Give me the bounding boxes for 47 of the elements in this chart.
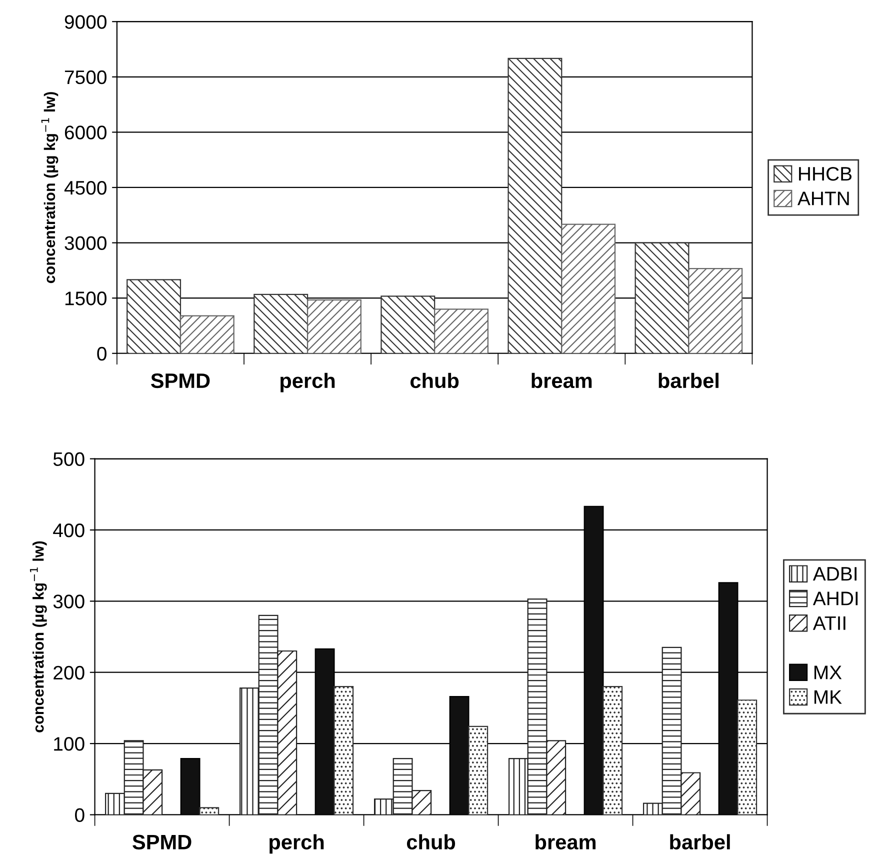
y-tick-label: 4500	[64, 180, 106, 195]
y-tick-label: 400	[53, 523, 84, 538]
y-tick-label: 3000	[64, 236, 106, 250]
bar	[737, 700, 758, 815]
bar	[126, 279, 182, 354]
y-tick-label: 0	[75, 808, 84, 822]
bar	[254, 294, 308, 354]
x-tick-label: barbel	[658, 372, 718, 388]
y-tick-label: 100	[54, 737, 84, 751]
legend-label: ATII	[812, 616, 846, 630]
legend-label: AHTN	[797, 192, 849, 206]
bar	[334, 686, 354, 815]
bar	[468, 726, 488, 815]
y-axis-title: concentration (µg kg$^{−1}$ lw)	[41, 92, 58, 284]
y-tick-label: 200	[54, 666, 84, 680]
bar	[180, 315, 234, 354]
y-tick-label: 6000	[64, 126, 106, 140]
bar	[434, 308, 488, 354]
x-tick-label: perch	[270, 834, 324, 854]
legend-label: ADBI	[812, 567, 856, 581]
bar	[508, 58, 562, 354]
bar	[634, 242, 690, 354]
x-tick-label: bream	[536, 834, 596, 850]
x-tick-label: bream	[532, 372, 592, 388]
y-tick-label: 300	[53, 594, 84, 608]
legend-label: MX	[814, 666, 842, 680]
bar	[688, 268, 743, 354]
x-tick-label: SPMD	[132, 834, 192, 850]
y-tick-label: 7500	[64, 70, 106, 84]
legend-label: AHDI	[812, 592, 858, 606]
y-tick-label: 9000	[64, 15, 106, 29]
y-axis-title: concentration (µg kg$^{−1}$ lw)	[30, 541, 47, 732]
x-tick-label: barbel	[670, 834, 730, 850]
legend-label: HHCB	[799, 166, 852, 181]
legend-label: MK	[814, 690, 842, 704]
x-tick-label: perch	[280, 372, 335, 392]
bar	[306, 299, 362, 354]
x-tick-label: chub	[406, 834, 456, 850]
bar	[380, 296, 436, 354]
x-tick-label: chub	[410, 372, 459, 388]
bar	[199, 807, 220, 815]
bar	[561, 224, 616, 354]
x-tick-label: SPMD	[150, 373, 210, 388]
bar	[602, 686, 623, 815]
y-tick-label: 1500	[65, 292, 106, 306]
y-tick-label: 500	[53, 452, 84, 466]
y-tick-label: 0	[97, 346, 106, 361]
